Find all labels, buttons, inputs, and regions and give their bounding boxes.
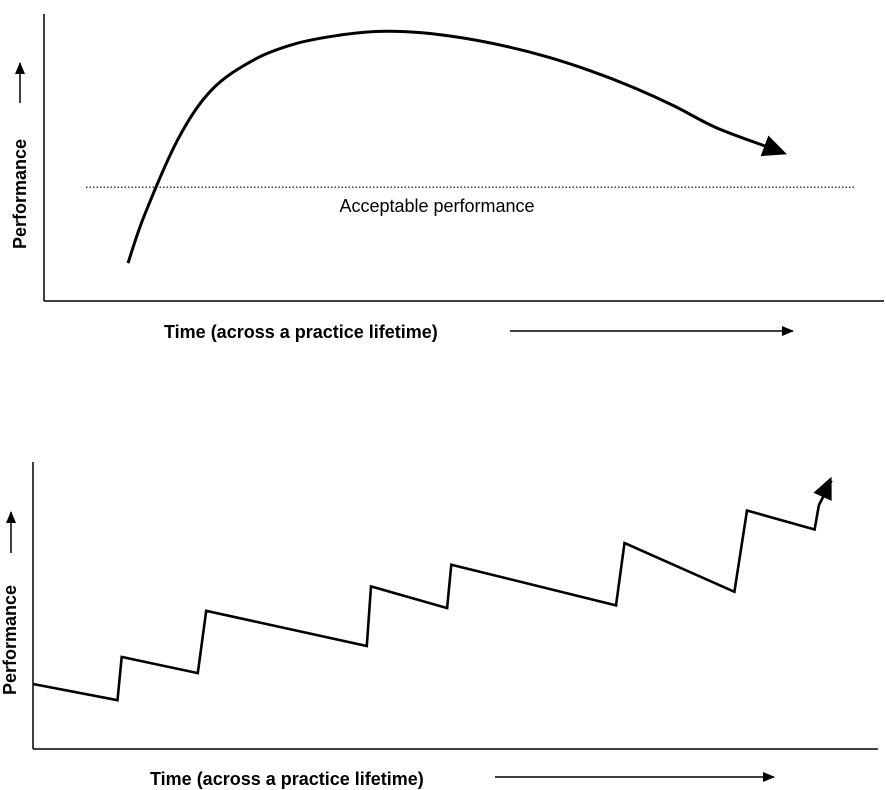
chart-2: Performance Time (across a practice life…	[0, 462, 878, 789]
chart-2-series-arrowhead	[813, 476, 832, 501]
chart-1-series-line	[126, 29, 767, 264]
chart-1-x-axis-label: Time (across a practice lifetime)	[164, 322, 438, 342]
chart-2-x-axis-label: Time (across a practice lifetime)	[150, 769, 424, 789]
chart-1-y-axis-label: Performance	[10, 139, 30, 249]
chart-1-acceptable-performance-label: Acceptable performance	[339, 196, 534, 216]
chart-2-y-axis-label: Performance	[0, 585, 20, 695]
chart-1: Acceptable performance Performance Time …	[10, 14, 884, 342]
chart-1-series-arrowhead	[760, 135, 787, 157]
chart-2-series-line	[32, 480, 833, 702]
